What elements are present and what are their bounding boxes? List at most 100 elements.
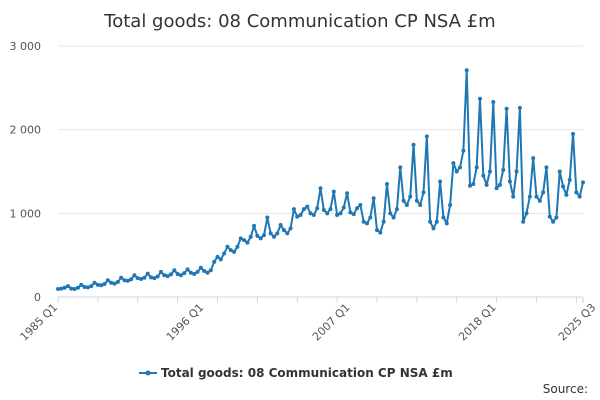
data-point[interactable]: [152, 276, 157, 281]
data-point[interactable]: [242, 238, 247, 243]
data-point[interactable]: [507, 179, 512, 184]
data-point[interactable]: [218, 257, 223, 262]
data-point[interactable]: [541, 190, 546, 195]
data-point[interactable]: [278, 223, 283, 228]
data-point[interactable]: [365, 221, 370, 226]
data-point[interactable]: [155, 274, 160, 279]
data-point[interactable]: [338, 211, 343, 216]
data-point[interactable]: [75, 285, 80, 290]
data-point[interactable]: [434, 219, 439, 224]
data-point[interactable]: [561, 184, 566, 189]
data-point[interactable]: [79, 282, 84, 287]
data-point[interactable]: [431, 226, 436, 231]
data-point[interactable]: [308, 211, 313, 216]
data-point[interactable]: [487, 169, 492, 174]
data-point[interactable]: [355, 206, 360, 211]
data-point[interactable]: [198, 265, 203, 270]
data-point[interactable]: [301, 207, 306, 212]
data-point[interactable]: [468, 183, 473, 188]
data-point[interactable]: [411, 142, 416, 147]
data-point[interactable]: [245, 240, 250, 245]
data-point[interactable]: [168, 272, 173, 277]
data-point[interactable]: [577, 194, 582, 199]
data-point[interactable]: [159, 269, 164, 274]
data-point[interactable]: [501, 167, 506, 172]
data-point[interactable]: [318, 186, 323, 191]
data-point[interactable]: [222, 251, 227, 256]
data-point[interactable]: [534, 194, 539, 199]
data-point[interactable]: [195, 269, 200, 274]
data-point[interactable]: [265, 215, 270, 220]
data-point[interactable]: [288, 226, 293, 231]
data-point[interactable]: [59, 286, 64, 291]
data-point[interactable]: [129, 277, 134, 282]
data-point[interactable]: [547, 214, 552, 219]
data-point[interactable]: [451, 161, 456, 166]
data-point[interactable]: [178, 273, 183, 278]
data-point[interactable]: [56, 287, 60, 292]
data-point[interactable]: [454, 169, 459, 174]
data-point[interactable]: [444, 221, 449, 226]
data-point[interactable]: [135, 276, 140, 281]
data-point[interactable]: [514, 169, 519, 174]
data-point[interactable]: [95, 282, 100, 287]
data-point[interactable]: [202, 269, 207, 274]
data-point[interactable]: [421, 190, 426, 195]
data-point[interactable]: [335, 213, 340, 218]
data-point[interactable]: [351, 212, 356, 217]
data-point[interactable]: [448, 202, 453, 207]
data-point[interactable]: [205, 270, 210, 275]
data-point[interactable]: [511, 194, 516, 199]
legend[interactable]: Total goods: 08 Communication CP NSA £m: [139, 366, 453, 380]
data-point[interactable]: [404, 202, 409, 207]
data-point[interactable]: [225, 244, 230, 249]
data-point[interactable]: [188, 270, 193, 275]
data-point[interactable]: [248, 234, 253, 239]
data-point[interactable]: [554, 215, 559, 220]
data-point[interactable]: [89, 284, 94, 289]
data-point[interactable]: [464, 68, 469, 73]
data-point[interactable]: [105, 278, 110, 283]
data-point[interactable]: [557, 169, 562, 174]
data-point[interactable]: [394, 207, 399, 212]
data-point[interactable]: [109, 280, 114, 285]
data-point[interactable]: [581, 180, 585, 185]
data-point[interactable]: [341, 205, 346, 210]
data-point[interactable]: [311, 213, 316, 218]
data-point[interactable]: [374, 228, 379, 233]
data-point[interactable]: [281, 228, 286, 233]
data-point[interactable]: [295, 214, 300, 219]
data-point[interactable]: [258, 236, 263, 241]
data-point[interactable]: [414, 198, 419, 203]
data-point[interactable]: [384, 182, 389, 187]
data-point[interactable]: [418, 202, 423, 207]
data-point[interactable]: [474, 165, 479, 170]
data-point[interactable]: [125, 278, 130, 283]
data-point[interactable]: [291, 207, 296, 212]
data-point[interactable]: [315, 206, 320, 211]
data-point[interactable]: [504, 106, 509, 111]
data-point[interactable]: [235, 244, 240, 249]
data-point[interactable]: [381, 219, 386, 224]
data-point[interactable]: [481, 173, 486, 178]
data-point[interactable]: [358, 202, 363, 207]
data-point[interactable]: [165, 274, 170, 279]
data-point[interactable]: [149, 275, 154, 280]
data-point[interactable]: [82, 284, 87, 289]
data-point[interactable]: [361, 219, 366, 224]
data-point[interactable]: [551, 219, 556, 224]
data-point[interactable]: [571, 131, 576, 136]
data-point[interactable]: [182, 271, 187, 276]
data-point[interactable]: [142, 275, 147, 280]
data-point[interactable]: [424, 134, 429, 139]
data-point[interactable]: [208, 268, 213, 273]
data-point[interactable]: [398, 165, 403, 170]
data-point[interactable]: [185, 267, 190, 272]
data-point[interactable]: [497, 182, 502, 187]
data-point[interactable]: [232, 249, 237, 254]
data-point[interactable]: [484, 182, 489, 187]
data-point[interactable]: [401, 198, 406, 203]
data-point[interactable]: [268, 231, 273, 236]
data-point[interactable]: [378, 230, 383, 235]
data-point[interactable]: [92, 280, 97, 285]
